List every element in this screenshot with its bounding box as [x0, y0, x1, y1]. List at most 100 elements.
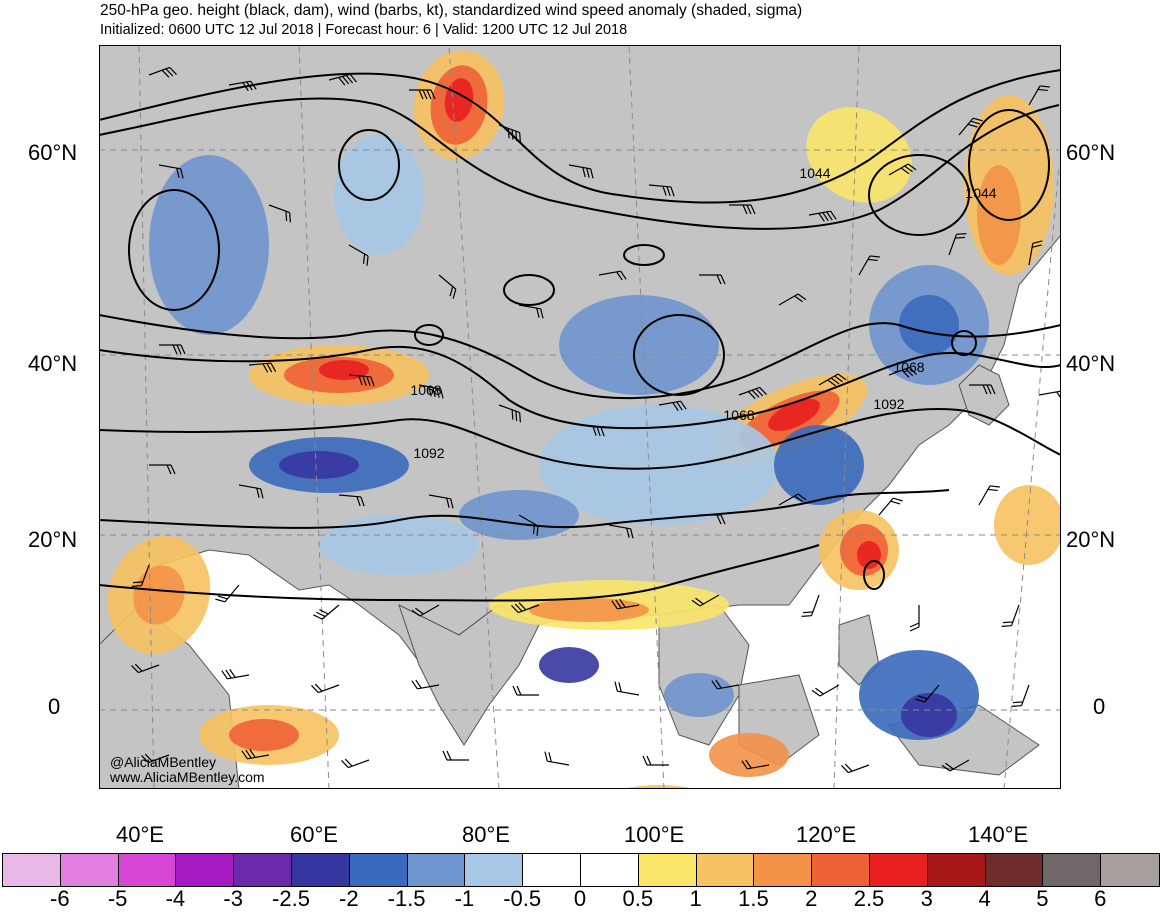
barb-feather	[362, 376, 367, 386]
colorbar-tick-label: -4	[165, 886, 186, 911]
barb-feather	[172, 344, 178, 355]
barb-feather	[169, 67, 177, 75]
wind-barb	[518, 514, 539, 536]
colorbar-swatch	[754, 854, 813, 886]
barb-feather	[905, 368, 914, 377]
barb-feather	[131, 665, 139, 673]
colorbar-tick-label: 2.5	[853, 886, 885, 911]
barb-feather	[515, 131, 518, 142]
barb-feather	[242, 82, 249, 92]
closed-height-contour	[503, 274, 555, 306]
barb-feather	[144, 753, 153, 762]
barb-feather	[614, 681, 618, 692]
anomaly-blob	[319, 515, 479, 575]
barb-feather	[797, 493, 807, 501]
lat-label-right-0: 0	[1093, 694, 1106, 719]
wind-barb	[948, 233, 967, 256]
colorbar-tick-label: 6	[1094, 886, 1107, 911]
wind-barb	[729, 204, 756, 215]
barb-feather	[511, 409, 514, 420]
anomaly-blob	[529, 598, 649, 622]
wind-barb	[348, 244, 369, 266]
barb-feather	[837, 373, 847, 381]
colorbar-swatch	[1043, 854, 1102, 886]
barb-feather	[180, 168, 184, 179]
wind-barb	[711, 679, 740, 690]
wind-barb	[1028, 85, 1050, 106]
anomaly-blob	[899, 295, 959, 355]
colorbar-swatch	[465, 854, 524, 886]
colorbar-swatch	[523, 854, 581, 886]
barb-feather	[794, 295, 803, 303]
barb-feather	[818, 212, 825, 222]
barb-feather	[670, 186, 675, 197]
colorbar-tick-label: -2.5	[272, 886, 310, 911]
anomaly-blob	[977, 165, 1021, 265]
barb-feather	[676, 401, 683, 411]
barb-feather	[830, 377, 840, 385]
barb-feather	[418, 89, 424, 100]
wind-barb	[268, 204, 291, 223]
barb-feather	[176, 167, 180, 178]
barb-feather	[747, 391, 756, 400]
colorbar-tick-label: -5	[107, 886, 128, 911]
barb-feather	[415, 679, 422, 689]
closed-height-contour	[868, 154, 970, 236]
barb-feather	[941, 764, 951, 772]
wind-barb	[411, 679, 440, 690]
colorbar-swatch	[581, 854, 639, 886]
barb-feather	[901, 369, 910, 378]
barb-feather	[415, 607, 424, 615]
barb-feather	[986, 384, 992, 395]
colorbar-swatch	[927, 854, 986, 886]
barb-feather	[342, 75, 350, 85]
wind-barb	[741, 759, 770, 770]
longitude-line	[138, 45, 155, 789]
wind-barb	[338, 494, 365, 507]
lat-label-right-20: 20°N	[1066, 527, 1116, 552]
map-canvas: 1044 1044 1068 1068 1068 1092 1092	[99, 45, 1061, 789]
anomaly-shading	[107, 50, 1061, 789]
anomaly-blob	[149, 155, 269, 335]
barb-feather	[519, 412, 521, 423]
barb-feather	[917, 695, 928, 700]
wind-barb	[738, 386, 767, 400]
barb-feather	[516, 685, 522, 696]
wind-barb	[888, 366, 917, 378]
wind-barb	[811, 684, 840, 697]
wind-barb	[512, 685, 539, 696]
barb-feather	[141, 755, 149, 763]
closed-height-contour	[968, 109, 1050, 221]
barb-feather	[815, 687, 824, 695]
wind-barb	[941, 759, 970, 772]
wind-barb	[348, 374, 375, 387]
barb-feather	[867, 258, 878, 262]
wind-barb	[691, 594, 720, 607]
longitude-line	[448, 45, 500, 789]
barb-feather	[450, 498, 454, 509]
contour-label: 1092	[873, 396, 904, 412]
barb-feather	[532, 523, 536, 534]
barb-feather	[909, 626, 920, 632]
contour-label: 1092	[413, 445, 444, 461]
wind-barb	[648, 184, 675, 197]
wind-barb	[778, 493, 807, 506]
barb-feather	[741, 760, 748, 770]
barb-feather	[716, 514, 722, 525]
wind-barb	[611, 598, 640, 610]
barb-feather	[715, 679, 722, 689]
anomaly-blob	[334, 135, 424, 255]
colorbar-tick-label: -1	[454, 886, 475, 911]
wind-barb	[418, 384, 444, 399]
barb-feather	[514, 603, 523, 612]
barb-feather	[841, 765, 849, 773]
barb-feather	[362, 253, 366, 264]
barb-feather	[356, 496, 361, 507]
wind-barb	[148, 66, 177, 78]
anomaly-blob	[279, 451, 359, 479]
barb-feather	[1001, 625, 1012, 627]
closed-height-contour	[128, 189, 220, 311]
contour-label: 1044	[799, 165, 830, 181]
barb-feather	[1011, 705, 1022, 707]
wind-barb	[915, 684, 940, 703]
